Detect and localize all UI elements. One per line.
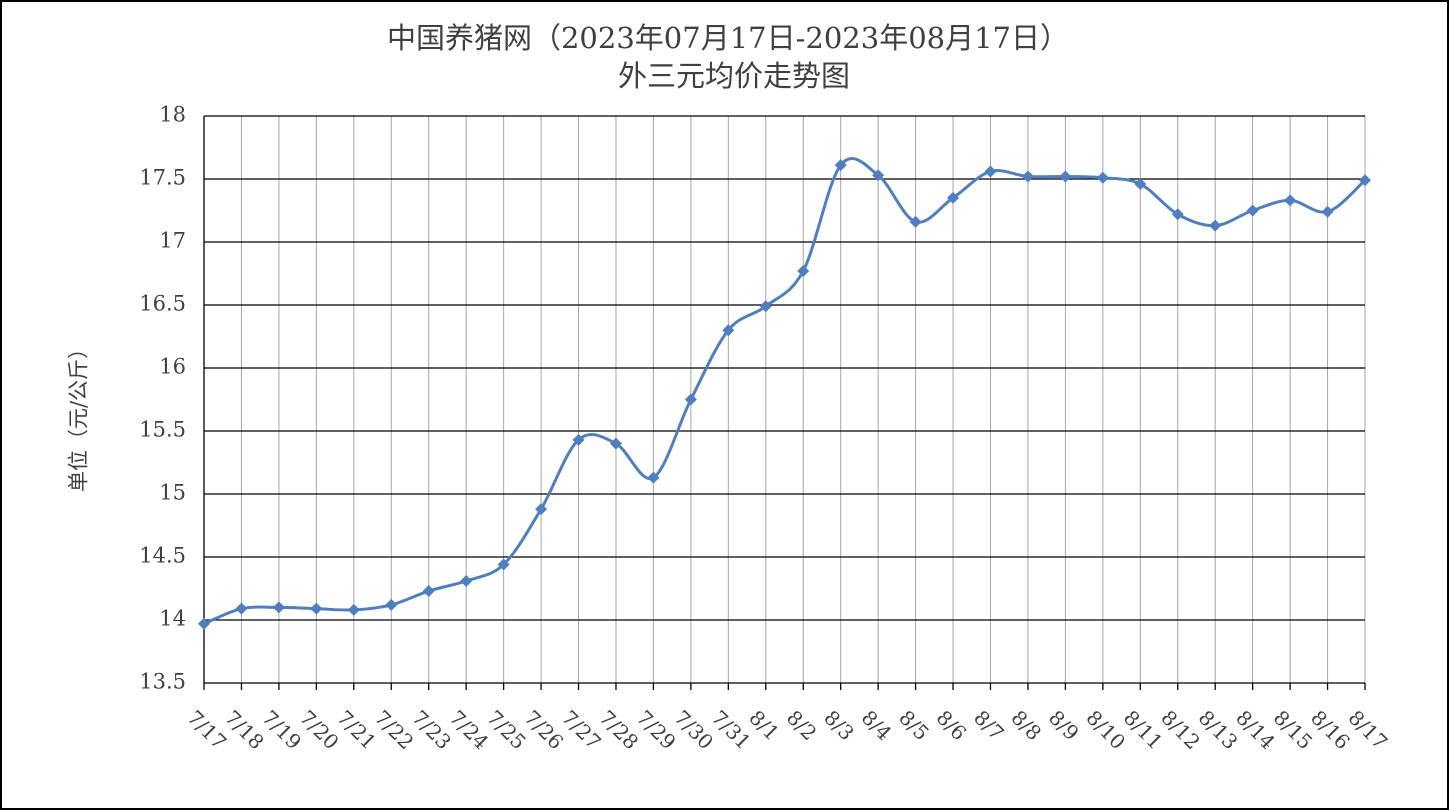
- data-point: [984, 165, 997, 178]
- data-point: [722, 324, 735, 337]
- y-tick-label: 15.5: [139, 418, 186, 442]
- data-point: [834, 159, 847, 172]
- data-point: [385, 598, 398, 611]
- data-point: [947, 191, 960, 204]
- data-point: [1246, 204, 1259, 217]
- data-point: [1134, 178, 1147, 191]
- data-point: [684, 393, 697, 406]
- data-point: [647, 471, 660, 484]
- data-point: [1359, 174, 1371, 187]
- chart-title: 中国养猪网（2023年07月17日-2023年08月17日）: [387, 21, 1069, 55]
- y-tick-label: 13.5: [139, 670, 186, 694]
- y-tick-label: 15: [159, 481, 186, 505]
- data-point: [235, 602, 248, 615]
- data-point: [347, 603, 360, 616]
- data-point: [535, 503, 548, 516]
- data-point: [460, 574, 473, 587]
- data-point: [310, 602, 323, 615]
- y-tick-label: 16: [159, 355, 186, 379]
- chart-subtitle: 外三元均价走势图: [618, 59, 850, 93]
- data-point: [572, 433, 585, 446]
- data-point: [1321, 205, 1334, 218]
- data-point: [1209, 219, 1222, 232]
- y-tick-label: 14: [159, 607, 186, 631]
- data-point: [1021, 170, 1034, 183]
- data-point: [909, 215, 922, 228]
- y-tick-label: 18: [159, 103, 186, 127]
- y-tick-label: 17: [159, 229, 186, 253]
- data-point: [422, 585, 435, 598]
- data-point: [759, 300, 772, 313]
- y-tick-label: 14.5: [139, 544, 186, 568]
- data-point: [797, 264, 810, 277]
- y-tick-label: 17.5: [139, 166, 186, 190]
- data-line: [203, 157, 1367, 626]
- data-point: [872, 169, 885, 182]
- data-point: [1171, 208, 1184, 221]
- data-point: [497, 558, 510, 571]
- data-point: [1096, 171, 1109, 184]
- data-point: [198, 617, 210, 630]
- y-tick-label: 16.5: [139, 292, 186, 316]
- data-point: [1059, 170, 1072, 183]
- data-point: [609, 437, 622, 450]
- y-axis-label: 单位（元/公斤）: [67, 338, 91, 492]
- data-point: [1284, 194, 1297, 207]
- data-point: [272, 601, 285, 614]
